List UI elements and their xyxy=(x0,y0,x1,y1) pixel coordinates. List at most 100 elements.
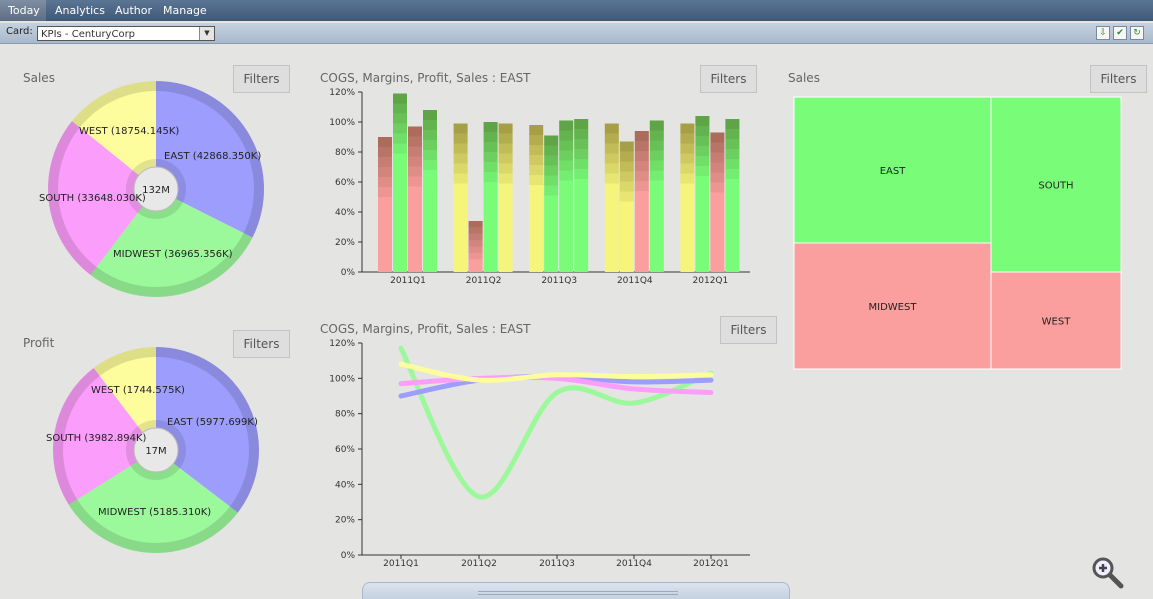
bar-chart-title: COGS, Margins, Profit, Sales : EAST xyxy=(320,71,531,85)
tab-author[interactable]: Author xyxy=(115,4,153,17)
bar-x-tick-label: 2011Q2 xyxy=(466,276,502,286)
treemap-cell-label: WEST xyxy=(1042,317,1072,328)
bar-y-tick-label: 0% xyxy=(341,268,356,278)
treemap-cell-midwest xyxy=(793,242,992,370)
profit-pie-filters-button[interactable]: Filters xyxy=(233,330,290,358)
bar-shade xyxy=(378,147,392,157)
bar-shade xyxy=(498,153,513,164)
bar-shade xyxy=(680,133,695,144)
bar-shade xyxy=(393,133,407,144)
bar xyxy=(544,135,559,272)
pie-slice-west xyxy=(93,347,156,450)
bar-shade xyxy=(634,151,649,161)
bar-shade xyxy=(529,155,544,165)
card-toolbar: Card: KPIs - CenturyCorp ▼ xyxy=(0,23,1153,44)
bar-shade xyxy=(529,165,544,175)
bar-shade xyxy=(378,177,392,187)
tab-today[interactable]: Today xyxy=(0,0,46,21)
pie-slice-label: WEST (18754.145K) xyxy=(79,126,179,137)
bar-shade xyxy=(544,145,559,156)
checkmark-icon[interactable]: ✔ xyxy=(1113,26,1127,40)
bar-shade xyxy=(695,146,710,156)
bar-y-tick-label: 80% xyxy=(335,148,355,158)
bar xyxy=(634,131,649,272)
bar-y-tick-label: 100% xyxy=(329,118,355,128)
bar-chart-filters-button[interactable]: Filters xyxy=(700,65,757,93)
bar-shade xyxy=(423,130,437,140)
bar-shade xyxy=(695,166,710,176)
bar-shade xyxy=(393,103,407,114)
bar-shade xyxy=(619,151,634,162)
card-select[interactable]: KPIs - CenturyCorp ▼ xyxy=(37,26,215,41)
bar-x-tick-label: 2012Q1 xyxy=(693,276,729,286)
bar-shade xyxy=(544,135,559,146)
tab-manage[interactable]: Manage xyxy=(163,4,207,17)
bar-shade xyxy=(680,123,695,134)
bar-shade xyxy=(725,159,740,169)
bar xyxy=(695,116,710,272)
refresh-icon[interactable]: ↻ xyxy=(1130,26,1144,40)
bar-shade xyxy=(498,143,513,154)
bar-shade xyxy=(468,233,483,241)
pie-slice-midwest xyxy=(90,189,253,298)
bar-shade xyxy=(619,141,634,152)
bar-shade xyxy=(423,140,437,150)
line-chart-filters-button[interactable]: Filters xyxy=(720,316,777,344)
bar-shade xyxy=(634,171,649,181)
bar-shade xyxy=(453,133,468,144)
bar-shade xyxy=(378,157,392,167)
bar-shade xyxy=(619,181,634,192)
line-y-tick-label: 100% xyxy=(329,374,355,384)
bar-shade xyxy=(725,139,740,149)
scrollbar-grip[interactable] xyxy=(478,591,678,595)
export-icon[interactable]: ⇩ xyxy=(1096,26,1110,40)
treemap-cell-label: MIDWEST xyxy=(869,302,918,313)
bar-shade xyxy=(529,175,544,185)
bar-shade xyxy=(574,149,589,159)
bar-shade xyxy=(498,123,513,134)
bar xyxy=(378,137,392,272)
pie-slice-east xyxy=(156,347,260,513)
bar-shade xyxy=(378,137,392,147)
pie-slice-label: SOUTH (33648.030K) xyxy=(39,193,146,204)
bar-shade xyxy=(453,163,468,174)
bar-shade xyxy=(634,161,649,171)
bar xyxy=(453,123,468,272)
bar xyxy=(393,93,407,272)
bar-shade xyxy=(680,143,695,154)
bar-shade xyxy=(710,162,725,173)
pie-center-label: 17M xyxy=(145,446,166,457)
bar-shade xyxy=(559,120,574,131)
bar-shade xyxy=(408,166,422,177)
sales-pie-filters-button[interactable]: Filters xyxy=(233,65,290,93)
bar-shade xyxy=(498,173,513,184)
top-nav-bar: Today Analytics Author Manage xyxy=(0,0,1153,21)
bar-shade xyxy=(453,143,468,154)
tab-analytics[interactable]: Analytics xyxy=(55,4,105,17)
zoom-in-icon[interactable] xyxy=(1090,556,1126,590)
bar-x-tick-label: 2011Q4 xyxy=(617,276,653,286)
bar-shade xyxy=(544,185,559,196)
bar xyxy=(680,123,695,272)
bar-shade xyxy=(423,120,437,130)
bar-shade xyxy=(574,129,589,139)
profit-pie-title: Profit xyxy=(23,336,55,350)
bar-shade xyxy=(468,227,483,234)
treemap-cell-label: SOUTH xyxy=(1038,181,1073,192)
bar-shade xyxy=(393,123,407,134)
bar-shade xyxy=(529,125,544,135)
bar-shade xyxy=(483,152,498,162)
bar-shade xyxy=(695,126,710,136)
treemap-filters-button[interactable]: Filters xyxy=(1090,65,1147,93)
bar-shade xyxy=(483,122,498,132)
bar xyxy=(559,120,574,272)
treemap-cell-east xyxy=(793,96,992,244)
pie-slice-label: WEST (1744.575K) xyxy=(91,385,185,396)
bar xyxy=(468,221,483,272)
horizontal-scrollbar[interactable] xyxy=(362,582,790,599)
bar-shade xyxy=(544,175,559,186)
chevron-down-icon[interactable]: ▼ xyxy=(199,27,214,40)
bar-shade xyxy=(710,152,725,163)
bar-shade xyxy=(604,163,619,174)
bar-shade xyxy=(710,172,725,183)
